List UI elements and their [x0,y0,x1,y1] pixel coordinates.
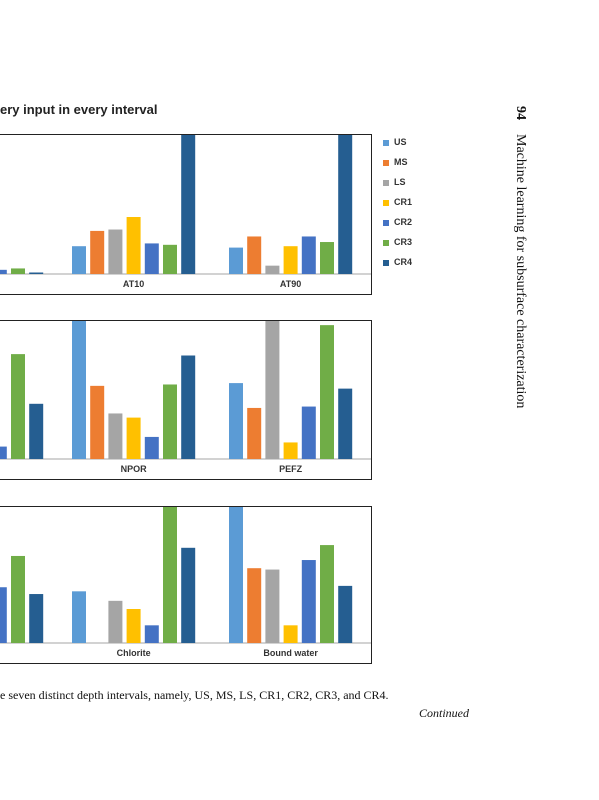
bar-chlorite-cr3 [163,507,177,643]
bar-partial-cr4 [29,272,44,274]
chart-panel-minerals: Chlorite Bound water [0,506,372,664]
category-label: NPOR [121,464,148,474]
legend-label: CR2 [394,217,413,227]
bar-pefz-ls [265,321,280,459]
bar-partial-cr3 [11,268,25,274]
legend-swatch [383,240,389,246]
bar-at90-ms [247,236,262,274]
running-head: 94 Machine learning for subsurface charac… [512,106,528,408]
bar-at90-cr3 [320,242,334,274]
legend-label: CR3 [394,237,413,247]
bar-at10-cr1 [126,217,141,274]
category-label: PEFZ [279,464,303,474]
legend-swatch [383,200,389,206]
category-label: Bound water [263,648,318,658]
bar-chart-2: NPOR PEFZ [0,321,371,474]
bar-chart-3: Chlorite Bound water [0,507,371,658]
bar-chlorite-ls [108,600,123,643]
bar-bound-water-cr1 [283,625,298,643]
bar-partial-cr2 [0,269,7,274]
bar-partial-cr3 [11,555,25,643]
bar-pefz-ms [247,407,262,459]
bar-bound-water-us [229,507,243,643]
bar-pefz-cr4 [338,388,353,459]
bar-bound-water-ls [265,569,280,643]
legend-swatch [383,180,389,186]
chart-panel-porosity: NPOR PEFZ [0,320,372,480]
bar-partial-cr2 [0,587,7,643]
category-label: AT10 [123,279,144,289]
bar-pefz-cr2 [301,406,316,459]
bar-partial-cr2 [0,446,7,459]
bar-pefz-cr1 [283,442,298,459]
bar-at10-cr4 [181,135,196,274]
bar-chlorite-us [72,591,86,643]
bar-partial-cr3 [11,354,25,459]
category-label: Chlorite [117,648,151,658]
chart-panel-resistivity: AT10 AT90 [0,134,372,295]
bar-npor-cr3 [163,384,177,459]
bar-at90-cr2 [301,236,316,274]
bar-npor-us [72,321,86,459]
running-title: Machine learning for subsurface characte… [513,134,528,409]
bar-chlorite-cr1 [126,609,141,643]
bar-partial-cr4 [29,403,44,459]
bar-bound-water-cr2 [301,560,316,643]
bar-at10-cr3 [163,244,177,274]
figure-caption: e seven distinct depth intervals, namely… [0,688,389,702]
bar-at90-cr1 [283,246,298,274]
legend-label: CR4 [394,257,413,267]
legend-swatch [383,220,389,226]
bar-at90-ls [265,265,280,274]
bar-chart-1: AT10 AT90 [0,135,371,289]
legend-label: LS [394,177,406,187]
bar-pefz-us [229,383,243,459]
bar-at10-cr2 [144,243,159,274]
bar-at10-us [72,246,86,274]
bar-chlorite-cr4 [181,547,196,643]
bar-npor-ls [108,413,123,459]
bar-bound-water-cr3 [320,545,334,643]
bar-npor-cr4 [181,355,196,459]
bar-npor-cr2 [144,436,159,459]
legend-swatch [383,260,389,266]
category-label: AT90 [280,279,301,289]
bar-partial-cr4 [29,594,44,643]
bar-at10-ls [108,229,123,274]
bar-chlorite-cr2 [144,625,159,643]
bar-bound-water-cr4 [338,585,353,643]
bar-npor-cr1 [126,417,141,459]
legend-label: MS [394,157,408,167]
legend-swatch [383,140,389,146]
bar-npor-ms [90,385,105,459]
bar-bound-water-ms [247,568,262,643]
bar-at90-cr4 [338,135,353,274]
legend-label: CR1 [394,197,413,207]
bar-at10-ms [90,230,105,274]
continued-note: Continued [419,706,469,720]
page-number: 94 [513,106,528,120]
legend-swatch [383,160,389,166]
legend-label: US [394,137,407,147]
bar-pefz-cr3 [320,325,334,459]
bar-at90-us [229,247,243,274]
chart-heading: ery input in every interval [0,102,158,117]
